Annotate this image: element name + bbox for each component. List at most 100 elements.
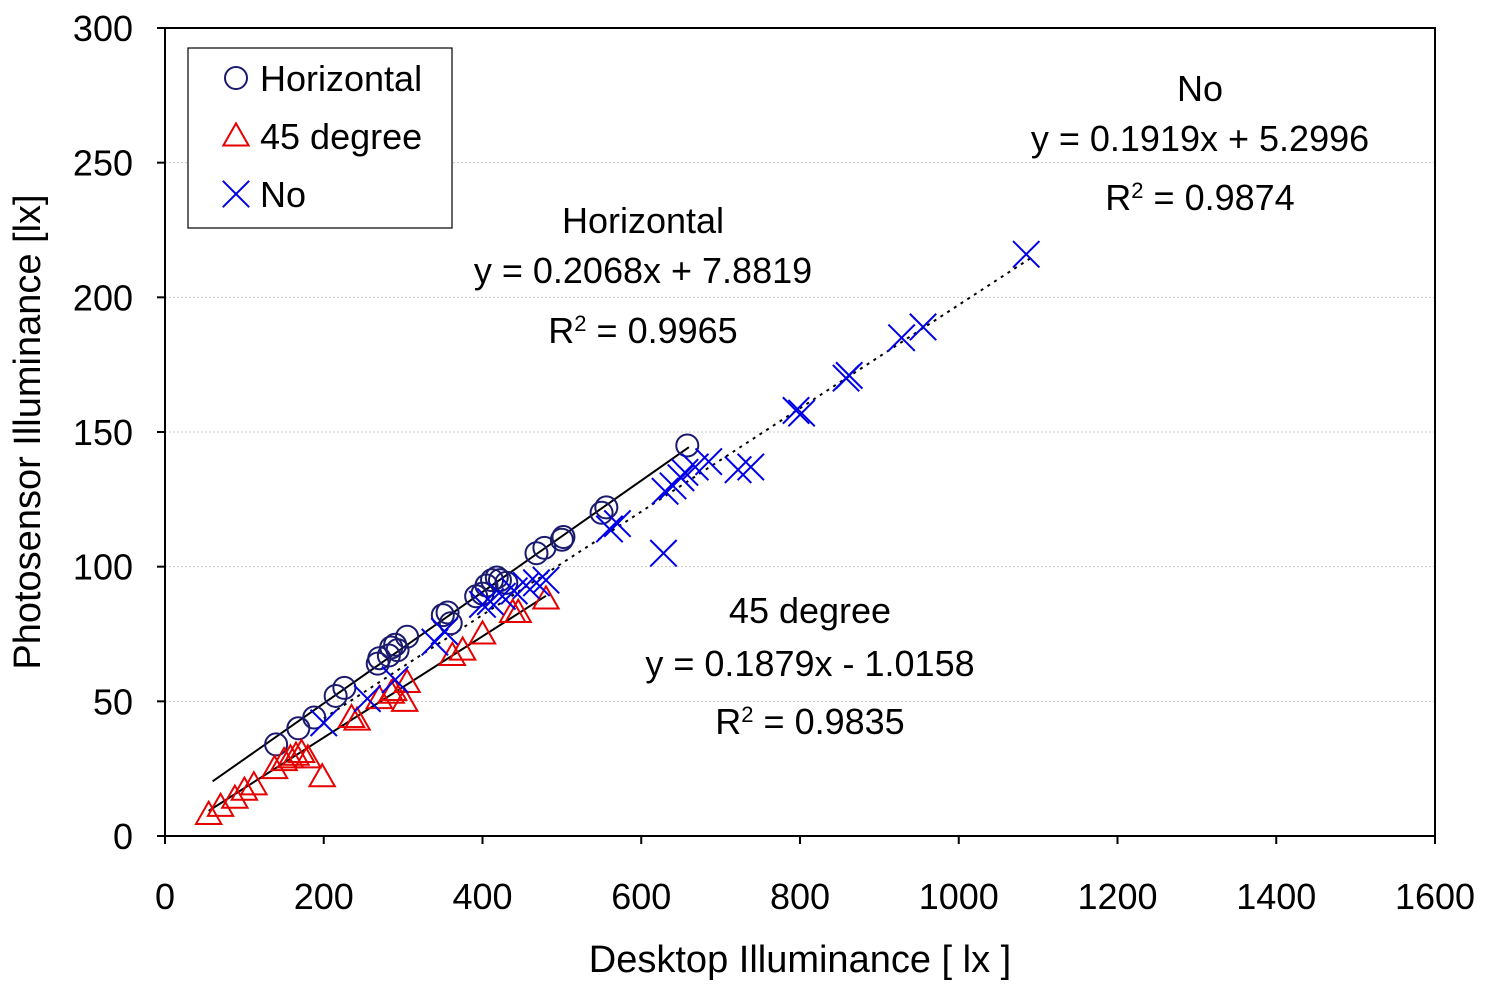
data-point-triangle — [239, 770, 269, 796]
data-point-circle — [594, 495, 619, 520]
data-point-x — [532, 566, 560, 595]
data-point-triangle — [220, 783, 250, 809]
data-point-x — [649, 539, 678, 568]
x-axis-ticks: 0 200 400 600 800 1000 1200 1400 1600 — [155, 836, 1475, 917]
data-point-circle — [264, 732, 289, 757]
data-point-x — [670, 458, 699, 487]
y-tick-label: 150 — [73, 412, 133, 453]
legend-item: Horizontal — [224, 58, 422, 99]
data-point-triangle — [531, 584, 561, 610]
data-point-x — [909, 313, 937, 341]
legend-item: No — [222, 174, 306, 215]
legend-label: Horizontal — [260, 58, 422, 99]
annotation-no: No y = 0.1919x + 5.2996 R2 = 0.9874 — [1031, 68, 1369, 218]
x-tick-label: 200 — [294, 876, 354, 917]
data-point-x — [603, 509, 632, 538]
data-point-triangle — [364, 683, 394, 710]
x-tick-label: 1400 — [1236, 876, 1316, 917]
data-point-circle — [435, 600, 460, 625]
data-point-triangle — [503, 597, 533, 623]
data-point-circle — [395, 624, 420, 649]
data-point-circle — [589, 500, 614, 525]
data-point-triangle — [468, 619, 497, 645]
data-point-triangle — [230, 775, 259, 801]
data-point-x — [887, 323, 916, 352]
x-tick-label: 1600 — [1395, 876, 1475, 917]
data-point-circle — [675, 433, 700, 458]
y-tick-label: 100 — [73, 547, 133, 588]
y-tick-label: 50 — [93, 681, 133, 722]
series-no — [309, 240, 1041, 737]
y-axis-ticks: 0 50 100 150 200 250 300 — [73, 8, 165, 857]
annotation-title: Horizontal — [562, 200, 724, 241]
data-point-x — [595, 515, 624, 543]
data-point-circle — [524, 541, 549, 566]
data-point-x — [694, 447, 723, 476]
data-point-circle — [549, 527, 574, 552]
data-point-x — [1012, 240, 1041, 269]
x-tick-label: 400 — [452, 876, 512, 917]
data-point-x — [522, 568, 551, 597]
data-point-circle — [494, 570, 519, 595]
data-point-x — [782, 396, 810, 425]
legend-marker — [224, 66, 248, 90]
data-point-x — [468, 590, 497, 619]
data-point-x — [787, 399, 816, 428]
y-axis-label: Photosensor Illuminance [lx] — [7, 194, 49, 669]
data-point-triangle — [390, 686, 420, 712]
data-point-x — [309, 708, 338, 737]
annotation-title: 45 degree — [729, 590, 891, 631]
data-point-triangle — [194, 799, 224, 825]
x-tick-label: 800 — [770, 876, 830, 917]
data-point-circle — [302, 705, 327, 730]
data-point-x — [667, 463, 695, 492]
data-point-triangle — [337, 702, 366, 728]
data-point-x — [430, 617, 459, 646]
data-point-triangle — [342, 705, 372, 731]
annotation-45-degree: 45 degree y = 0.1879x - 1.0158 R2 = 0.98… — [645, 590, 974, 742]
data-point-triangle — [293, 743, 323, 769]
data-point-triangle — [287, 737, 316, 763]
data-point-x — [724, 455, 752, 484]
y-tick-label: 0 — [113, 816, 133, 857]
legend-item: 45 degree — [221, 116, 422, 157]
data-points — [194, 240, 1041, 825]
x-tick-label: 1200 — [1077, 876, 1157, 917]
data-point-x — [835, 361, 864, 390]
x-tick-label: 600 — [611, 876, 671, 917]
x-tick-label: 0 — [155, 876, 175, 917]
annotation-horizontal: Horizontal y = 0.2068x + 7.8819 R2 = 0.9… — [474, 200, 812, 351]
annotation-r-squared: R2 = 0.9965 — [548, 310, 737, 351]
data-point-x — [512, 571, 541, 600]
legend-marker — [222, 180, 250, 208]
annotation-title: No — [1177, 68, 1223, 109]
legend: Horizontal 45 degree No — [187, 47, 453, 229]
data-point-circle — [385, 638, 410, 663]
series-horizontal — [264, 433, 700, 757]
x-tick-label: 1000 — [919, 876, 999, 917]
data-point-x — [381, 665, 410, 694]
y-tick-label: 200 — [73, 277, 133, 318]
data-point-triangle — [276, 743, 305, 769]
data-point-circle — [438, 611, 463, 636]
x-axis-label: Desktop Illuminance [ lx ] — [589, 939, 1011, 981]
trendline — [212, 446, 690, 783]
legend-label: 45 degree — [260, 116, 422, 157]
data-point-circle — [551, 525, 576, 550]
data-point-triangle — [307, 762, 337, 788]
annotation-equation: y = 0.2068x + 7.8819 — [474, 250, 812, 291]
data-point-x — [353, 684, 382, 713]
data-point-triangle — [392, 667, 422, 693]
data-point-circle — [323, 683, 348, 708]
series-45-degree — [194, 584, 561, 825]
y-tick-label: 300 — [73, 8, 133, 49]
data-point-triangle — [448, 635, 478, 661]
annotation-r-squared: R2 = 0.9835 — [715, 701, 904, 742]
annotation-equation: y = 0.1879x - 1.0158 — [645, 643, 974, 684]
annotation-r-squared: R2 = 0.9874 — [1105, 177, 1294, 218]
legend-marker — [221, 121, 251, 147]
legend-label: No — [260, 174, 306, 215]
data-point-circle — [430, 603, 455, 628]
data-point-x — [736, 453, 765, 481]
